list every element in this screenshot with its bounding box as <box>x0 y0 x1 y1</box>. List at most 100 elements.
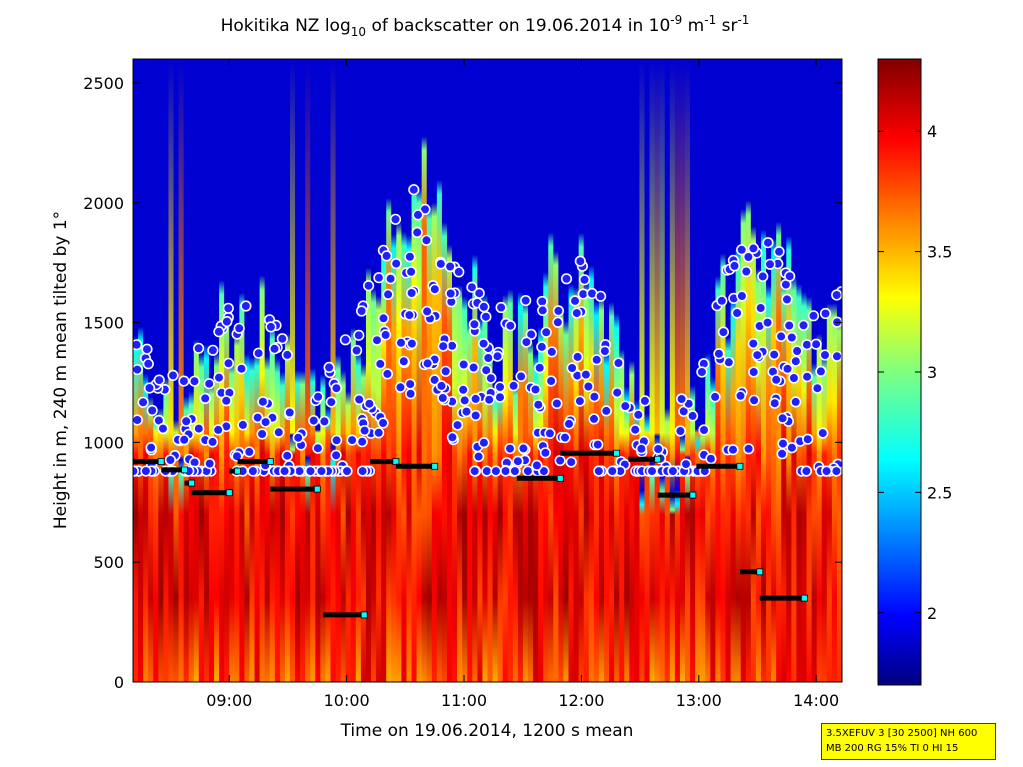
heatmap-column <box>411 59 418 682</box>
cloud-base-marker <box>318 415 331 428</box>
heatmap-column <box>725 59 732 682</box>
cloud-base-marker <box>599 345 611 357</box>
cloud-base-marker <box>565 456 577 468</box>
heatmap-column <box>376 59 382 682</box>
cloud-base-marker <box>141 343 153 355</box>
heatmap-column <box>406 59 413 682</box>
cloud-base-marker <box>593 465 605 477</box>
cloud-base-marker <box>742 443 755 455</box>
heatmap-column <box>543 59 549 682</box>
cloud-base-marker <box>470 409 482 422</box>
cloud-base-marker <box>142 358 154 370</box>
cloud-base-marker <box>143 382 156 394</box>
heatmap-column <box>452 59 458 682</box>
cloud-base-marker <box>588 391 601 403</box>
cloud-base-marker <box>460 406 473 418</box>
plot-frame <box>132 58 843 683</box>
heatmap-column <box>264 59 271 682</box>
mixing-layer-segments <box>133 449 808 619</box>
heatmap-column <box>153 59 159 682</box>
cloud-base-marker <box>777 438 789 450</box>
mixing-layer-marker <box>181 466 189 474</box>
cloud-base-marker <box>790 355 802 367</box>
cloud-base-marker <box>466 281 478 293</box>
cloud-base-marker <box>520 336 533 348</box>
cloud-base-marker <box>652 443 664 455</box>
cloud-base-marker <box>204 458 216 470</box>
heatmap-plot-area <box>133 59 842 682</box>
cloud-base-marker <box>580 369 592 381</box>
cloud-base-marker <box>213 326 225 338</box>
cloud-base-marker <box>675 393 688 405</box>
cloud-base-marker <box>773 246 785 258</box>
cloud-base-marker <box>445 287 457 300</box>
cloud-base-marker <box>468 361 480 374</box>
cloud-base-marker <box>678 405 690 417</box>
cloud-base-marker <box>520 295 532 307</box>
heatmap-column <box>649 59 656 682</box>
heatmap-column <box>720 59 727 682</box>
cloud-base-marker <box>133 339 143 351</box>
x-axis: 09:00 10:00 11:00 12:00 13:00 14:00 <box>206 59 839 710</box>
cloud-base-marker <box>545 375 557 387</box>
cloud-base-marker <box>517 442 530 455</box>
cloud-base-marker <box>566 362 578 374</box>
cloud-base-marker <box>831 350 842 362</box>
cloud-base-marker <box>784 270 796 282</box>
cloud-base-marker <box>353 393 365 406</box>
cloud-base-marker <box>145 442 157 454</box>
colorbar-tick-label: 3 <box>927 363 937 382</box>
cloud-base-marker <box>233 322 245 334</box>
cloud-base-marker <box>544 427 556 440</box>
cloud-base-marker <box>490 465 502 477</box>
cloud-base-marker <box>247 465 259 477</box>
heatmap-column <box>685 59 691 682</box>
y-axis: 0 500 1000 1500 2000 2500 <box>83 74 842 692</box>
cloud-base-marker <box>611 387 623 399</box>
cloud-base-marker <box>137 396 149 408</box>
cloud-base-marker <box>207 344 219 356</box>
heatmap-column <box>507 59 514 682</box>
cloud-base-marker <box>406 338 418 350</box>
cloud-base-marker <box>781 363 794 375</box>
heatmap-column <box>310 59 316 682</box>
y-axis-label: Height in m, 240 m mean tilted by 1° <box>51 211 71 529</box>
colorbar <box>877 58 922 686</box>
cloud-base-marker <box>776 412 789 424</box>
cloud-base-marker <box>606 465 618 477</box>
cloud-base-marker <box>164 454 176 466</box>
cloud-base-marker <box>536 341 548 353</box>
cloud-base-marker <box>268 343 281 355</box>
heatmap-column <box>163 59 170 682</box>
cloud-base-marker <box>459 394 471 407</box>
heatmap-column <box>365 59 372 682</box>
cloud-base-marker <box>820 465 833 477</box>
heatmap-column <box>664 59 671 682</box>
cloud-base-marker <box>346 434 358 446</box>
cloud-base-marker <box>381 250 393 262</box>
cloud-base-marker <box>807 310 820 322</box>
cloud-base-marker <box>231 450 243 462</box>
cloud-base-marker <box>377 417 389 429</box>
cloud-base-marker <box>406 287 418 299</box>
heatmap-column <box>335 59 342 682</box>
cloud-base-marker <box>235 363 248 375</box>
y-tick-label: 2500 <box>83 74 124 93</box>
heatmap-column <box>811 59 818 682</box>
cloud-base-marker <box>588 413 600 425</box>
mixing-layer-marker <box>225 489 233 497</box>
cloud-base-marker <box>377 312 390 324</box>
cloud-base-marker <box>380 329 392 341</box>
cloud-base-marker <box>404 378 416 390</box>
cloud-base-marker <box>140 465 152 477</box>
cloud-base-marker <box>408 184 420 196</box>
x-tick-label: 10:00 <box>324 691 370 710</box>
cloud-base-marker <box>764 258 776 270</box>
cloud-base-marker <box>810 338 822 350</box>
cloud-base-marker <box>411 226 423 238</box>
cloud-base-marker <box>734 390 747 402</box>
heatmap-column <box>522 59 529 682</box>
cloud-base-marker <box>578 274 591 286</box>
cloud-base-marker <box>203 378 215 390</box>
heatmap-column <box>517 59 524 682</box>
